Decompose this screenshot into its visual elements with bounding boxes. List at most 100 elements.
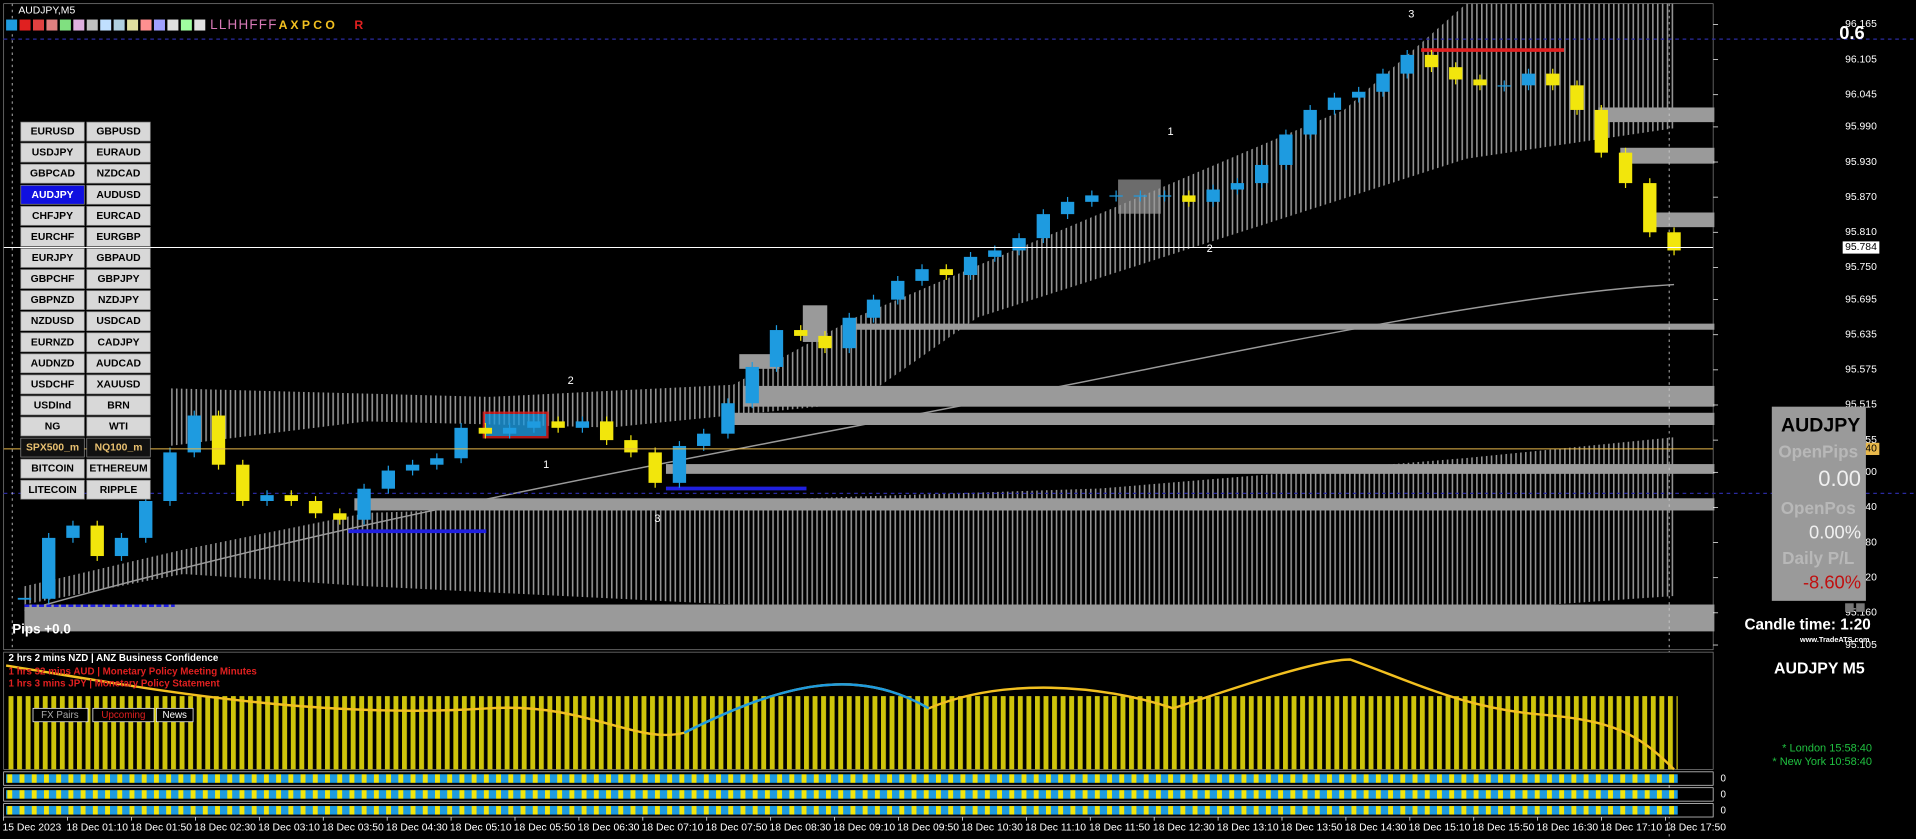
symbol-label[interactable]: EURAUD — [96, 148, 141, 159]
symbol-label[interactable]: BITCOIN — [31, 464, 74, 475]
symbol-label[interactable]: GBPAUD — [96, 253, 141, 264]
symbol-button[interactable] — [86, 458, 151, 479]
symbol-label[interactable]: GBPNZD — [31, 295, 75, 306]
symbol-button[interactable] — [86, 332, 151, 353]
symbol-label[interactable]: XAUUSD — [97, 379, 141, 390]
candle — [1570, 85, 1584, 110]
cloud-upper — [24, 3, 1675, 611]
symbol-button[interactable] — [20, 437, 85, 458]
level-label: 0 — [1720, 790, 1726, 801]
symbol-button[interactable] — [20, 184, 85, 205]
symbol-button[interactable] — [86, 269, 151, 289]
tab[interactable] — [156, 707, 194, 723]
symbol-label[interactable]: SPX500_m — [26, 443, 79, 454]
symbol-label[interactable]: USDJPY — [32, 148, 74, 159]
candle — [1400, 54, 1414, 74]
symbol-button[interactable] — [20, 395, 85, 416]
symbol-button[interactable] — [86, 227, 151, 247]
tab-label[interactable]: FX Pairs — [41, 710, 79, 721]
symbol-button[interactable] — [20, 479, 85, 500]
candle — [211, 415, 226, 465]
symbol-button[interactable] — [20, 142, 85, 163]
symbol-label[interactable]: NZDUSD — [31, 316, 75, 327]
symbol-label[interactable]: USDInd — [34, 400, 71, 411]
symbol-label[interactable]: NG — [45, 422, 61, 433]
candle — [721, 403, 735, 434]
symbol-button[interactable] — [86, 395, 151, 416]
symbol-button[interactable] — [86, 353, 151, 374]
symbol-label[interactable]: ETHEREUM — [89, 464, 147, 475]
symbol-button[interactable] — [86, 374, 151, 395]
symbol-button[interactable] — [20, 163, 85, 184]
symbol-label[interactable]: AUDJPY — [31, 190, 73, 201]
symbol-label[interactable]: USDCHF — [31, 379, 74, 390]
tab[interactable] — [92, 707, 155, 723]
symbol-button[interactable] — [86, 248, 151, 268]
symbol-button[interactable] — [20, 248, 85, 268]
symbol-button[interactable] — [86, 437, 151, 458]
panel-value: -8.60% — [1803, 572, 1861, 593]
symbol-label[interactable]: GBPCHF — [31, 274, 75, 285]
symbol-label[interactable]: USDCAD — [96, 316, 141, 327]
symbol-label[interactable]: EURCHF — [31, 232, 74, 243]
symbol-button[interactable] — [20, 311, 85, 332]
symbol-button[interactable] — [86, 184, 151, 205]
symbol-button[interactable] — [86, 416, 151, 437]
symbol-button[interactable] — [20, 332, 85, 353]
symbol-label[interactable]: EURJPY — [32, 253, 74, 264]
symbol-label[interactable]: NZDCAD — [97, 169, 141, 180]
symbol-button[interactable] — [86, 311, 151, 332]
symbol-button[interactable] — [20, 269, 85, 289]
candle — [478, 427, 493, 434]
symbol-label[interactable]: CHFJPY — [32, 211, 73, 222]
symbol-label[interactable]: NQ100_m — [95, 443, 143, 454]
y-tick-label: 95.750 — [1845, 262, 1877, 273]
symbol-button[interactable] — [86, 163, 151, 184]
symbol-button[interactable] — [86, 121, 151, 142]
symbol-button[interactable] — [20, 121, 85, 142]
candle — [1546, 73, 1560, 86]
symbol-button[interactable] — [20, 416, 85, 437]
tab-label[interactable]: Upcoming — [101, 710, 145, 721]
time-label: 18 Dec 09:10 — [833, 823, 895, 834]
candle — [187, 415, 201, 453]
symbol-button[interactable] — [20, 227, 85, 247]
panel-title: AUDJPY — [1781, 414, 1860, 436]
symbol-button[interactable] — [20, 374, 85, 395]
symbol-label[interactable]: GBPJPY — [97, 274, 139, 285]
symbol-label[interactable]: RIPPLE — [100, 485, 138, 496]
candle — [357, 488, 371, 520]
symbol-label[interactable]: EURCAD — [96, 211, 141, 222]
symbol-label[interactable]: GBPCAD — [30, 169, 75, 180]
symbol-button[interactable] — [86, 142, 151, 163]
symbol-label[interactable]: NZDJPY — [98, 295, 139, 306]
symbol-label[interactable]: EURGBP — [96, 232, 140, 243]
symbol-button[interactable] — [20, 290, 85, 310]
symbol-label[interactable]: EURUSD — [31, 127, 75, 138]
candle — [1497, 85, 1511, 87]
symbol-label[interactable]: AUDCAD — [96, 358, 141, 369]
wave-label: 3 — [654, 513, 660, 525]
symbol-button[interactable] — [20, 353, 85, 374]
symbol-label[interactable]: LITECOIN — [28, 485, 76, 496]
tab[interactable] — [32, 707, 89, 723]
symbol-label[interactable]: EURNZD — [31, 337, 75, 348]
panel-value: 0.00% — [1809, 522, 1861, 543]
symbol-button[interactable] — [86, 479, 151, 500]
news-item: 1 hrs 32 mins AUD | Monetary Policy Meet… — [9, 666, 258, 677]
tab-label[interactable]: News — [163, 710, 188, 721]
symbol-label[interactable]: AUDUSD — [96, 190, 141, 201]
symbol-button[interactable] — [86, 290, 151, 310]
symbol-label[interactable]: CADJPY — [97, 337, 139, 348]
symbol-button[interactable] — [20, 458, 85, 479]
symbol-button[interactable] — [86, 206, 151, 226]
symbol-label[interactable]: GBPUSD — [96, 127, 141, 138]
time-label: 18 Dec 17:50 — [1664, 823, 1726, 834]
symbol-label[interactable]: BRN — [107, 400, 129, 411]
price-tag-label: 95.784 — [1845, 242, 1877, 253]
symbol-button[interactable] — [20, 206, 85, 226]
symbol-label[interactable]: WTI — [109, 422, 128, 433]
symbol-label[interactable]: AUDNZD — [31, 358, 75, 369]
candle — [381, 470, 395, 489]
